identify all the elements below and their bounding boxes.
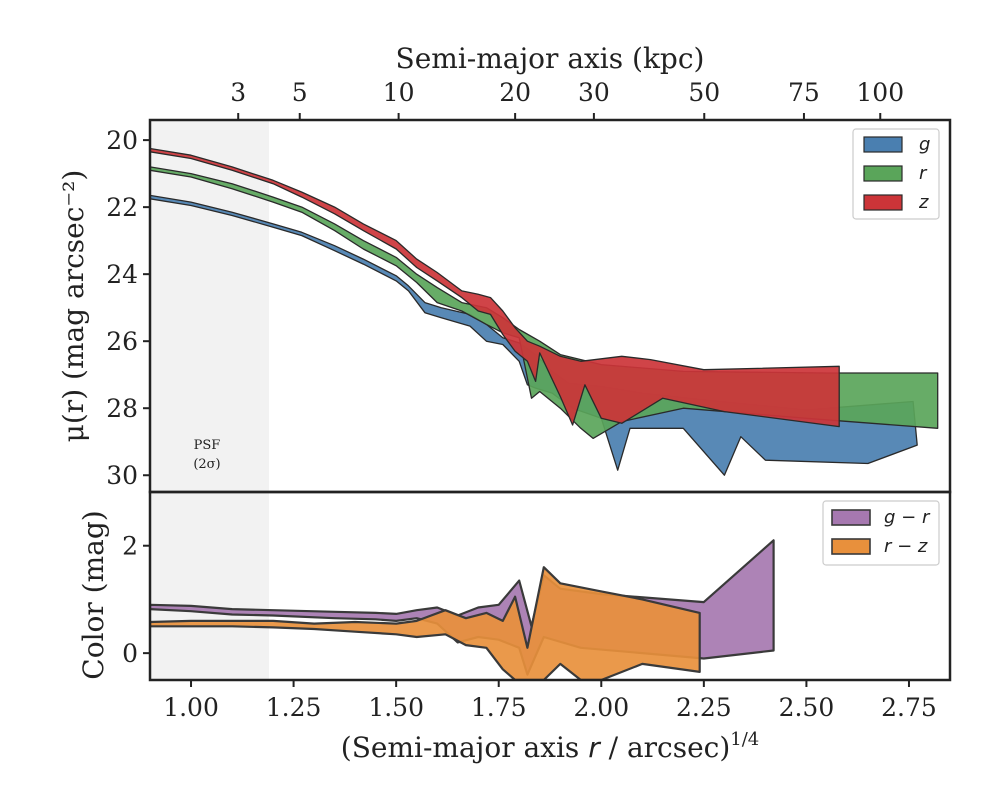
top-ytick-label: 22 — [106, 193, 138, 222]
top-axis-title: Semi-major axis (kpc) — [396, 42, 705, 75]
legend-label-g-r: g − r — [884, 507, 931, 528]
bottom-xtick-label: 2.50 — [779, 693, 835, 722]
psf-label-line1: PSF — [194, 438, 221, 453]
bottom-xlabel: (Semi-major axis r / arcsec)1/4 — [341, 729, 759, 764]
bottom-panel-ylabel: Color (mag) — [77, 510, 110, 679]
psf-label-line2: (2σ) — [193, 457, 220, 472]
profile-band-z — [150, 147, 840, 428]
legend-bottom: g − r r − z — [822, 500, 940, 566]
legend-label-g: g — [919, 134, 930, 155]
legend-swatch-r-z — [831, 538, 871, 555]
top-ytick-label: 24 — [106, 260, 138, 289]
legend-label-z: z — [918, 192, 929, 213]
psf-band-bottom — [150, 492, 269, 680]
bottom-panel-frame — [148, 490, 952, 682]
color-band-r-z — [150, 566, 701, 680]
bottom-xtick-label: 1.00 — [163, 693, 219, 722]
top-ytick-label: 30 — [106, 461, 138, 490]
bottom-xtick-label: 1.25 — [266, 693, 322, 722]
top-ytick-label: 28 — [106, 394, 138, 423]
legend-swatch-z — [863, 194, 903, 211]
top-xtick-label: 75 — [788, 78, 820, 107]
legend-top: grz — [852, 128, 940, 220]
bottom-ytick-label: 0 — [122, 639, 138, 668]
bottom-xtick-label: 2.75 — [881, 693, 937, 722]
top-ytick-label: 20 — [106, 126, 138, 155]
bottom-xtick-label: 2.00 — [573, 693, 629, 722]
legend-swatch-r — [863, 165, 903, 182]
axis-ticks: 20 22 24 26 28 30 0 2 1.00 1.25 1.50 1.75 2.00 2.25 2.… — [106, 78, 937, 722]
top-xtick-label: 20 — [499, 78, 531, 107]
bottom-xtick-label: 1.50 — [368, 693, 424, 722]
legend-label-r-z: r − z — [884, 536, 928, 557]
top-xtick-label: 10 — [383, 78, 415, 107]
top-ytick-label: 26 — [106, 327, 138, 356]
top-xtick-label: 5 — [292, 78, 308, 107]
legend-swatch-g-r — [831, 509, 871, 526]
profile-areas — [150, 147, 939, 476]
legend-swatch-g — [863, 136, 903, 153]
bottom-ytick-label: 2 — [122, 532, 138, 561]
color-areas — [150, 539, 775, 680]
top-panel-ylabel: μ(r) (mag arcsec⁻²) — [57, 170, 90, 443]
top-xtick-label: 30 — [578, 78, 610, 107]
top-xtick-label: 3 — [230, 78, 246, 107]
bottom-xtick-label: 1.75 — [471, 693, 527, 722]
bottom-xtick-label: 2.25 — [676, 693, 732, 722]
legend-label-r: r — [919, 163, 928, 184]
top-xtick-label: 50 — [688, 78, 720, 107]
top-xtick-label: 100 — [856, 78, 904, 107]
